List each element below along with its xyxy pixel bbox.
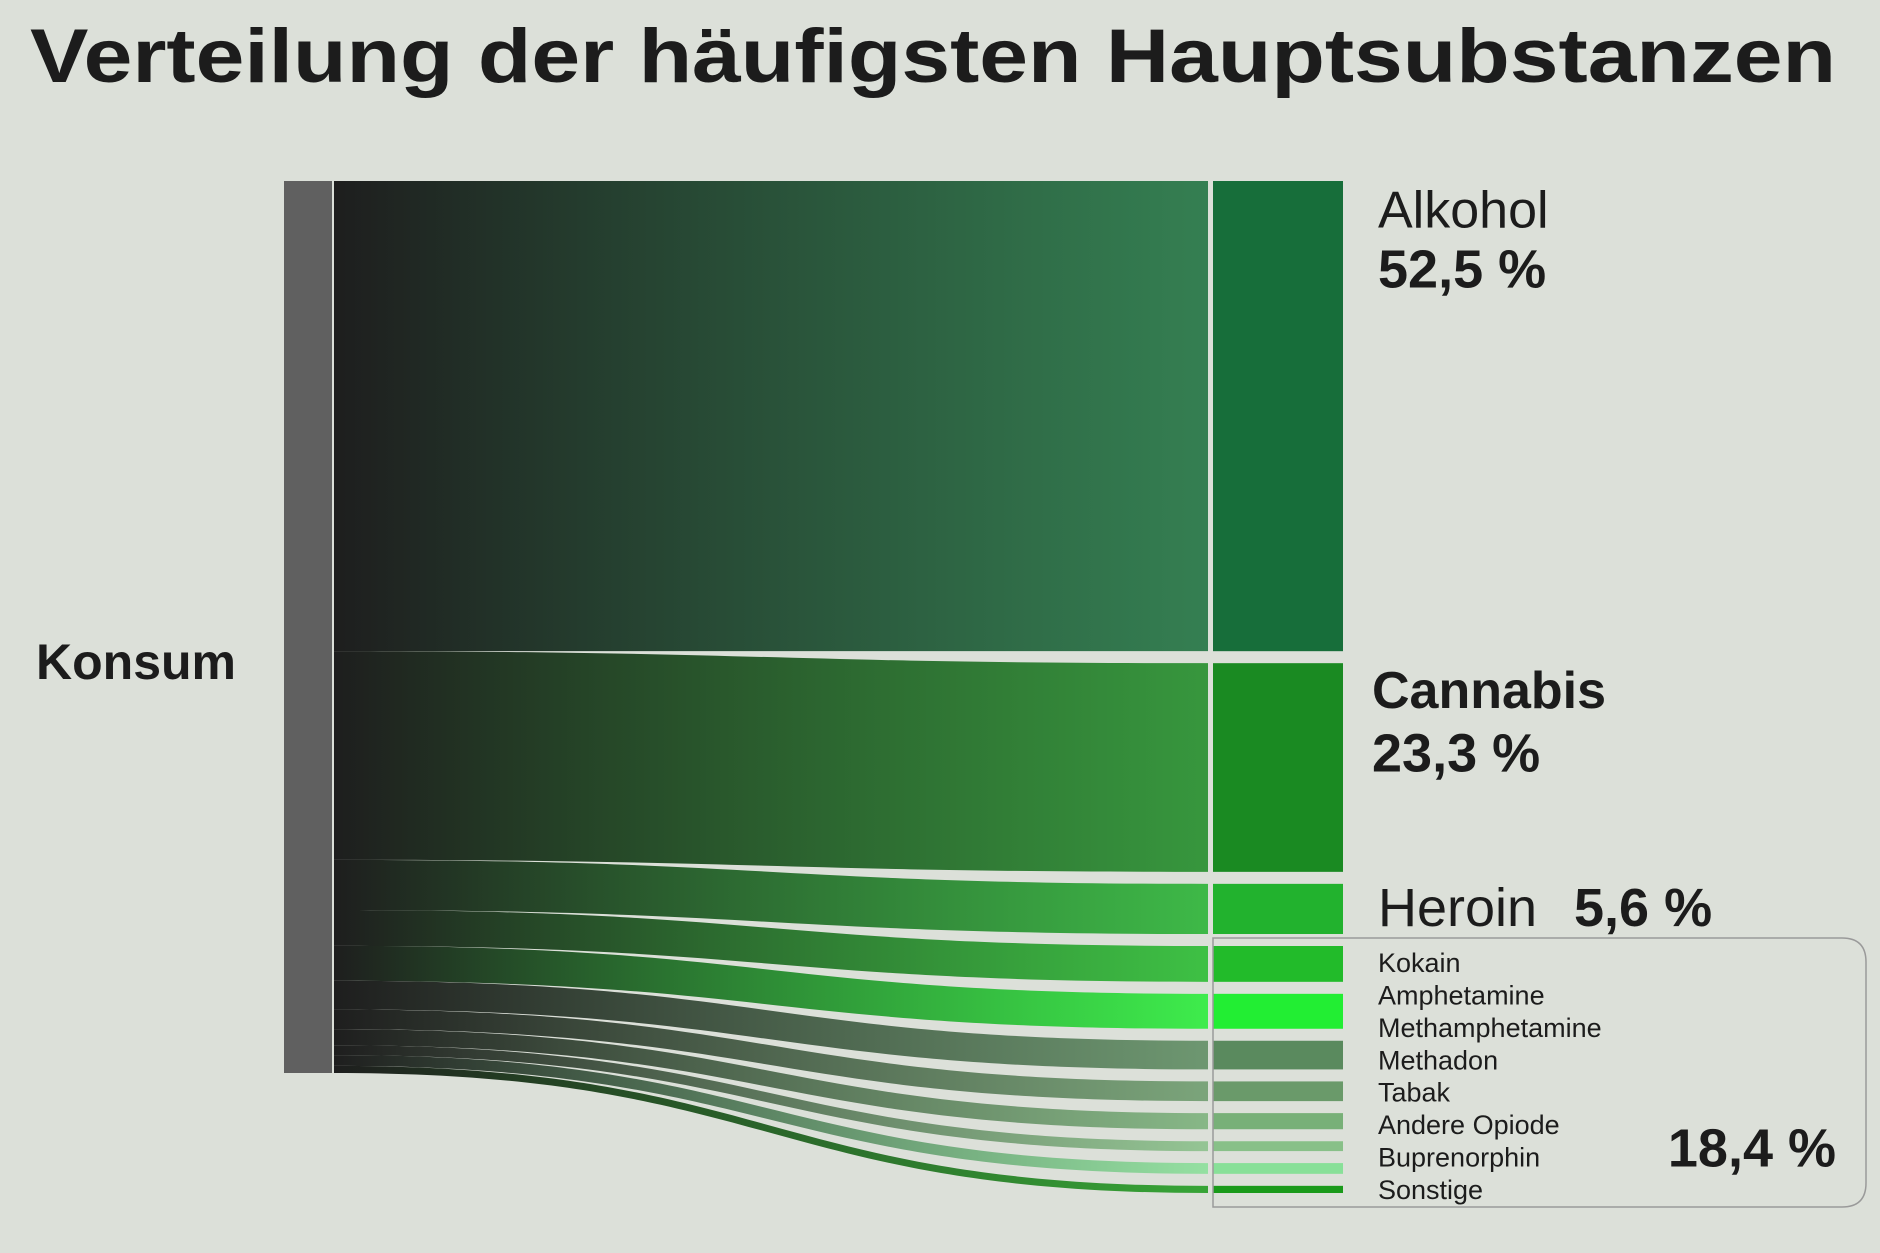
target-label: Cannabis (1372, 662, 1606, 720)
source-node (284, 181, 332, 1073)
link (334, 181, 1208, 652)
target-value: 23,3 % (1372, 723, 1540, 783)
link (334, 859, 1208, 935)
group-target-label: Sonstige (1378, 1175, 1483, 1205)
group-target-label: Andere Opiode (1378, 1110, 1560, 1140)
source-label: Konsum (36, 634, 236, 690)
group-target-label: Kokain (1378, 948, 1461, 978)
link (334, 1065, 1208, 1193)
target-node (1213, 993, 1343, 1029)
target-value: 52,5 % (1378, 239, 1546, 299)
chart-title: Verteilung der häufigsten Hauptsubstanze… (30, 14, 1836, 99)
target-label: Heroin (1378, 878, 1537, 938)
group-target-label: Buprenorphin (1378, 1143, 1540, 1173)
link (334, 980, 1208, 1070)
link (334, 1055, 1208, 1174)
target-node (1213, 1040, 1343, 1070)
target-label: Alkohol (1378, 182, 1549, 240)
link (334, 945, 1208, 1029)
link (334, 910, 1208, 982)
link (334, 1045, 1208, 1152)
target-node (1213, 1141, 1343, 1152)
group-target-label: Methadon (1378, 1045, 1498, 1075)
target-node (1213, 1081, 1343, 1102)
group-target-label: Amphetamine (1378, 981, 1545, 1011)
link (334, 651, 1208, 872)
target-node (1213, 1185, 1343, 1193)
group-target-label: Methamphetamine (1378, 1013, 1602, 1043)
target-node (1213, 181, 1343, 652)
target-node (1213, 663, 1343, 872)
group-target-label: Tabak (1378, 1078, 1451, 1108)
target-node (1213, 946, 1343, 982)
group-box (1212, 937, 1867, 1208)
target-value: 5,6 % (1574, 878, 1712, 938)
link (334, 1009, 1208, 1102)
target-node (1213, 1113, 1343, 1130)
target-node (1213, 883, 1343, 935)
group-value: 18,4 % (1668, 1118, 1836, 1178)
link (334, 1029, 1208, 1130)
target-node (1213, 1163, 1343, 1174)
